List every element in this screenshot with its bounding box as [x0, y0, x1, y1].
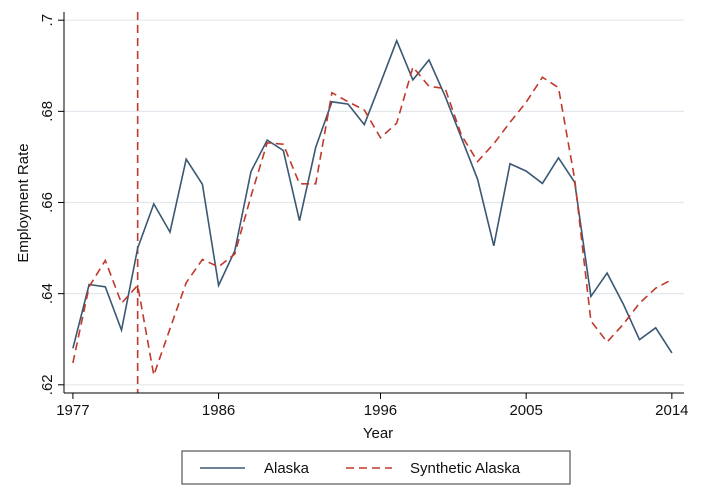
legend-label-alaska: Alaska	[264, 460, 310, 477]
x-tick-label: 1996	[364, 402, 397, 419]
x-axis-title: Year	[363, 425, 393, 442]
gridlines	[64, 19, 684, 386]
y-axis-ticks: .62 .64 .66 .68 .7	[39, 14, 64, 395]
series-line-alaska	[72, 38, 673, 354]
x-tick-label: 2014	[655, 402, 688, 419]
y-tick-label: .62	[39, 374, 56, 395]
x-tick-label: 2005	[509, 402, 542, 419]
y-tick-label: .68	[39, 101, 56, 122]
series-line-synthetic-alaska	[72, 65, 673, 379]
y-tick-label: .64	[39, 283, 56, 304]
x-tick-label: 1977	[56, 402, 89, 419]
y-tick-label: .66	[39, 192, 56, 213]
legend-label-synthetic-alaska: Synthetic Alaska	[410, 460, 521, 477]
x-axis-ticks: 1977 1986 1996 2005 2014	[56, 393, 689, 419]
x-tick-label: 1986	[202, 402, 235, 419]
series-group	[72, 38, 673, 379]
y-tick-label: .7	[39, 14, 56, 27]
y-axis-title: Employment Rate	[15, 143, 32, 262]
legend: Alaska Synthetic Alaska	[181, 450, 571, 485]
